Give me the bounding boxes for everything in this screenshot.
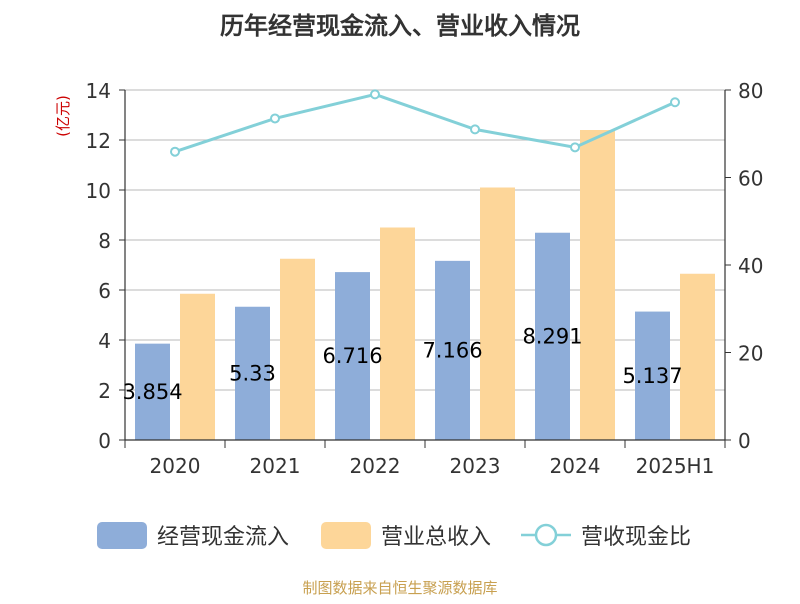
left-axis-tick-label: 6 [98,279,111,303]
legend-swatch [97,522,147,549]
x-axis-tick-label: 2021 [250,454,301,478]
bar-data-label: 5.137 [622,364,682,388]
bar-data-label: 7.166 [422,338,482,362]
right-axis-tick-label: 20 [738,342,763,366]
left-axis-tick-label: 12 [86,129,111,153]
x-axis-tick-label: 2024 [550,454,601,478]
bar-cash-inflow [335,272,370,440]
ratio-line [174,92,676,154]
ratio-point [370,89,380,100]
bar-data-label: 6.716 [322,344,382,368]
bar-revenue [380,227,415,440]
ratio-point [170,146,180,157]
axes-layer: 0 2 4 6 8 10 12 14 0 20 40 60 80 2020 2021 2022 2023 2024… [86,79,764,478]
bar-data-label: 3.854 [122,380,182,404]
legend-swatch [321,522,371,549]
legend-label: 营收现金比 [581,525,691,550]
bar-revenue [280,258,315,440]
right-axis-tick-label: 0 [738,429,751,453]
bar-revenue [580,130,615,440]
ratio-point [470,124,480,135]
legend: 经营现金流入 营业总收入 营收现金比 [97,522,691,550]
x-axis-tick-label: 2023 [450,454,501,478]
source-note: 制图数据来自恒生聚源数据库 [302,579,497,597]
ratio-point [570,142,580,153]
bar-cash-inflow [435,260,470,440]
chart-title: 历年经营现金流入、营业收入情况 [220,12,580,40]
bar-data-label: 8.291 [522,324,582,348]
x-axis-tick-label: 2022 [350,454,401,478]
left-axis-tick-label: 0 [98,429,111,453]
legend-label: 经营现金流入 [157,525,289,550]
grid-layer [125,89,725,391]
data-labels-layer: 3.854 5.33 6.716 7.166 8.291 5.137 [122,324,682,403]
bars-layer [135,130,715,440]
right-axis-tick-label: 60 [738,167,763,191]
left-axis-tick-label: 14 [86,79,111,103]
bar-cash-inflow [635,311,670,440]
bar-revenue [680,273,715,440]
x-axis-tick-label: 2020 [150,454,201,478]
left-axis-tick-label: 10 [86,179,111,203]
bar-data-label: 5.33 [229,361,276,385]
left-axis-tick-label: 2 [98,379,111,403]
right-axis-tick-label: 40 [738,254,763,278]
legend-marker [534,523,558,547]
bar-revenue [180,293,215,440]
bar-cash-inflow [235,306,270,440]
bar-cash-inflow [135,343,170,440]
ratio-point [270,113,280,124]
left-axis-tick-label: 4 [98,329,111,353]
x-axis-tick-label: 2025H1 [636,454,715,478]
ratio-point [670,97,680,108]
left-axis-tick-label: 8 [98,229,111,253]
bar-cash-inflow [535,232,570,440]
right-axis-unit-label: % [796,85,800,99]
right-axis-tick-label: 80 [738,79,763,103]
left-axis-unit-label: (亿元) [54,95,72,137]
legend-label: 营业总收入 [381,525,491,550]
line-layer [170,89,680,157]
bar-revenue [480,187,515,440]
